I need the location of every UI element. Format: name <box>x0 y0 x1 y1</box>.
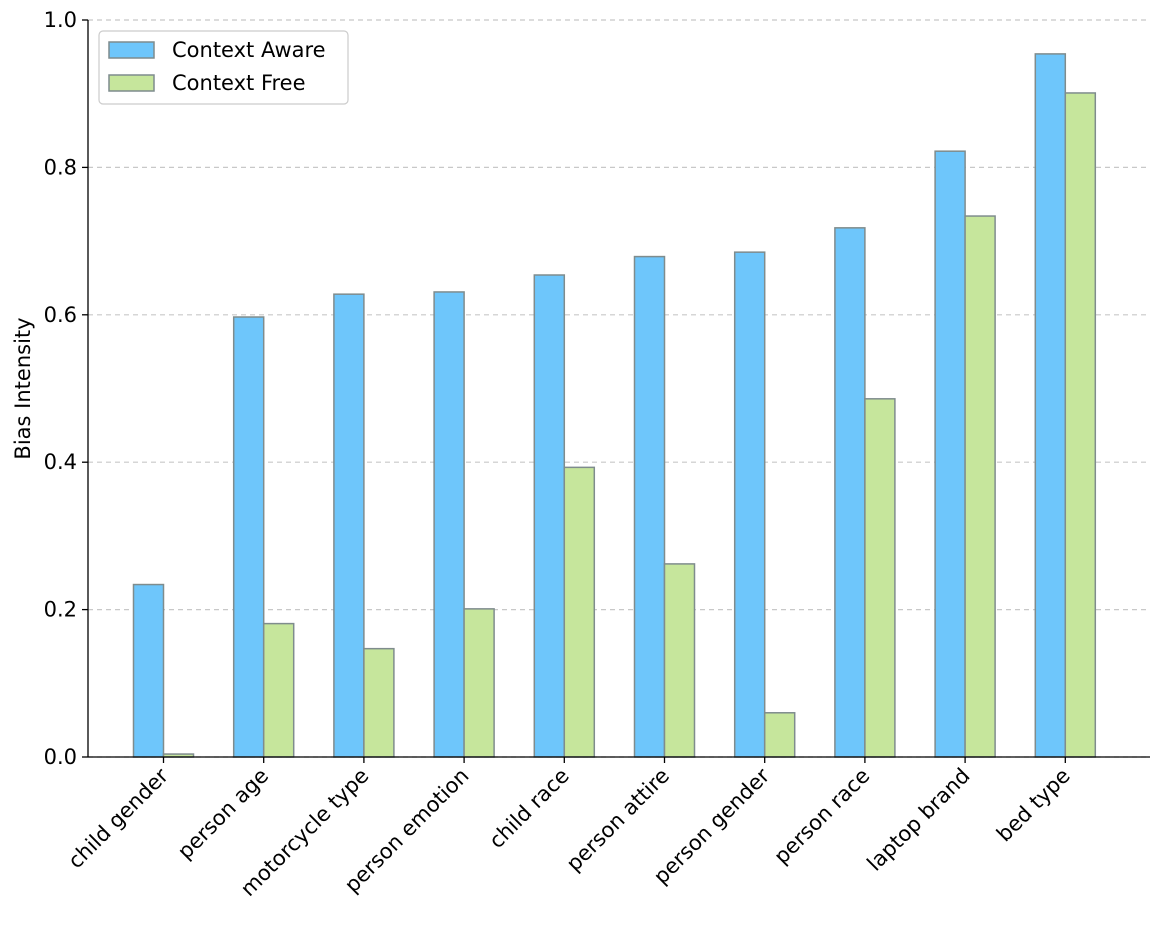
y-tick-label: 0.8 <box>44 155 77 179</box>
legend-frame <box>98 30 349 105</box>
x-tick-label: laptop brand <box>862 764 974 876</box>
axes <box>87 20 1150 758</box>
y-tick-label: 0.4 <box>44 450 77 474</box>
bar-context-free <box>363 647 395 758</box>
legend-swatch <box>108 41 155 59</box>
x-tick-label: bed type <box>992 764 1075 847</box>
legend-swatch <box>108 74 155 92</box>
bar-context-aware <box>834 227 866 758</box>
bar-context-free <box>262 622 295 758</box>
bar-context-aware <box>733 251 766 758</box>
y-ticks: 0.0 0.2 0.4 0.6 0.8 1.0 <box>44 8 88 769</box>
bar-context-aware <box>333 293 365 758</box>
y-tick-label: 1.0 <box>44 8 77 32</box>
bar-context-free <box>663 563 696 758</box>
bar-context-free <box>563 466 596 758</box>
bar-context-aware <box>232 316 265 758</box>
bar-context-aware <box>1034 53 1067 758</box>
bars <box>132 53 1097 758</box>
x-tick-label: child race <box>484 764 573 853</box>
legend-label: Context Free <box>172 71 306 95</box>
bar-context-aware <box>533 274 566 758</box>
bar-context-free <box>763 712 796 758</box>
x-tick-label: person age <box>173 764 273 864</box>
x-tick-label: person attire <box>562 764 674 876</box>
x-tick-label: person race <box>769 764 874 869</box>
bar-context-aware <box>132 583 165 758</box>
legend: Context Aware Context Free <box>98 30 349 105</box>
bar-context-free <box>463 608 495 758</box>
bar-context-free <box>1064 92 1097 758</box>
bar-context-aware <box>934 150 966 758</box>
bar-context-aware <box>633 255 666 758</box>
bar-context-free <box>964 215 996 758</box>
y-tick-label: 0.6 <box>44 303 77 327</box>
y-tick-label: 0.2 <box>44 598 77 622</box>
bar-context-aware <box>433 291 465 758</box>
y-axis-title: Bias Intensity <box>11 317 35 459</box>
legend-label: Context Aware <box>172 38 326 62</box>
bar-context-free <box>864 398 896 758</box>
y-tick-label: 0.0 <box>44 745 77 769</box>
x-tick-label: child gender <box>63 763 173 873</box>
